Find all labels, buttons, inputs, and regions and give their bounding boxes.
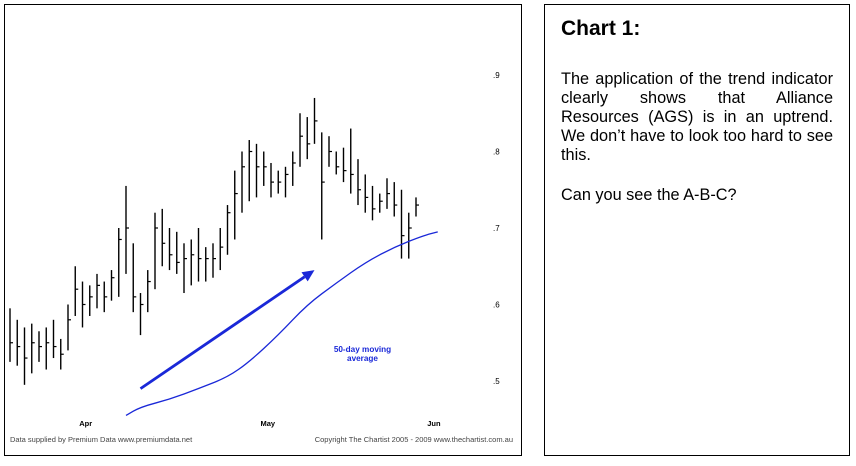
price-bar xyxy=(96,273,100,309)
price-bar xyxy=(118,228,122,297)
price-bar xyxy=(16,319,21,366)
price-bar xyxy=(270,162,274,198)
price-bar xyxy=(197,228,202,282)
x-tick-label: Apr xyxy=(79,419,92,428)
moving-average-label: average xyxy=(347,354,378,363)
price-bar xyxy=(292,151,296,186)
price-bar xyxy=(357,159,361,206)
trend-arrow-shaft xyxy=(139,275,306,390)
price-bar xyxy=(263,151,267,186)
price-bar xyxy=(284,166,289,198)
price-bar xyxy=(132,243,137,313)
price-bar xyxy=(400,189,405,259)
price-bar xyxy=(393,182,398,217)
price-bar xyxy=(328,136,332,167)
panel-paragraph-2: Can you see the A-B-C? xyxy=(561,186,737,204)
panel-title: Chart 1: xyxy=(561,17,641,40)
price-bar xyxy=(31,323,35,374)
price-bar xyxy=(168,228,173,271)
price-bar xyxy=(74,266,79,316)
y-tick-label: .7 xyxy=(493,224,500,233)
price-bar xyxy=(161,208,166,267)
price-bar xyxy=(219,228,224,271)
x-axis: Apr May Jun xyxy=(79,419,441,428)
price-bar xyxy=(234,170,238,240)
price-bar xyxy=(335,151,340,175)
price-bar xyxy=(255,143,260,198)
price-bar xyxy=(190,239,195,286)
price-bar xyxy=(125,185,129,274)
panel-paragraph-1: The application of the trend indicator c… xyxy=(561,70,833,164)
trend-arrow-layer xyxy=(139,270,315,390)
price-bar xyxy=(415,197,419,217)
price-bar xyxy=(60,338,64,370)
price-bar xyxy=(364,174,369,213)
price-bar xyxy=(89,285,93,316)
price-bar xyxy=(147,270,151,313)
y-tick-label: .6 xyxy=(493,301,500,310)
price-bar xyxy=(386,178,390,209)
price-bar xyxy=(9,308,13,362)
y-axis: .9 .8 .7 .6 .5 xyxy=(493,71,500,386)
price-bar xyxy=(67,304,71,351)
price-bar xyxy=(183,243,187,294)
price-bar xyxy=(110,270,115,301)
price-bar xyxy=(342,147,347,183)
price-bar xyxy=(226,205,231,255)
price-bar xyxy=(371,185,376,221)
price-bar xyxy=(45,327,50,370)
price-bar xyxy=(408,212,412,259)
price-bar xyxy=(23,327,28,385)
price-bar xyxy=(176,231,180,274)
x-tick-label: May xyxy=(261,419,276,428)
footer-data-source: Data supplied by Premium Data www.premiu… xyxy=(10,435,193,444)
y-tick-label: .8 xyxy=(493,148,500,157)
moving-average-line xyxy=(125,231,438,416)
moving-average-label: 50-day moving xyxy=(334,345,391,354)
y-tick-label: .5 xyxy=(493,377,500,386)
price-bar xyxy=(139,293,144,336)
price-bar xyxy=(321,132,325,240)
price-bar xyxy=(205,247,209,282)
price-bar xyxy=(277,170,282,194)
commentary-panel: Chart 1: The application of the trend in… xyxy=(544,4,850,456)
price-bar xyxy=(241,151,245,213)
price-bar xyxy=(154,212,158,290)
price-bar xyxy=(248,140,253,202)
price-bar xyxy=(103,281,108,313)
price-bar xyxy=(313,97,318,144)
footer-copyright: Copyright The Chartist 2005 - 2009 www.t… xyxy=(315,435,513,444)
price-bar xyxy=(52,319,57,359)
moving-average-layer xyxy=(125,231,438,416)
price-bars xyxy=(9,97,419,385)
price-bar xyxy=(350,128,354,194)
y-tick-label: .9 xyxy=(493,71,500,80)
trend-arrow-head xyxy=(301,270,315,282)
price-bar xyxy=(81,281,86,328)
price-bar xyxy=(38,331,42,362)
price-chart: .9 .8 .7 .6 .5 Apr May Jun 50-day movingaverag… xyxy=(9,71,513,444)
price-bar xyxy=(306,117,311,160)
x-tick-label: Jun xyxy=(427,419,441,428)
chart-panel: .9 .8 .7 .6 .5 Apr May Jun 50-day moving averag… xyxy=(4,4,522,456)
price-bar xyxy=(379,193,383,213)
price-bar xyxy=(212,243,216,278)
price-bar xyxy=(299,113,303,167)
